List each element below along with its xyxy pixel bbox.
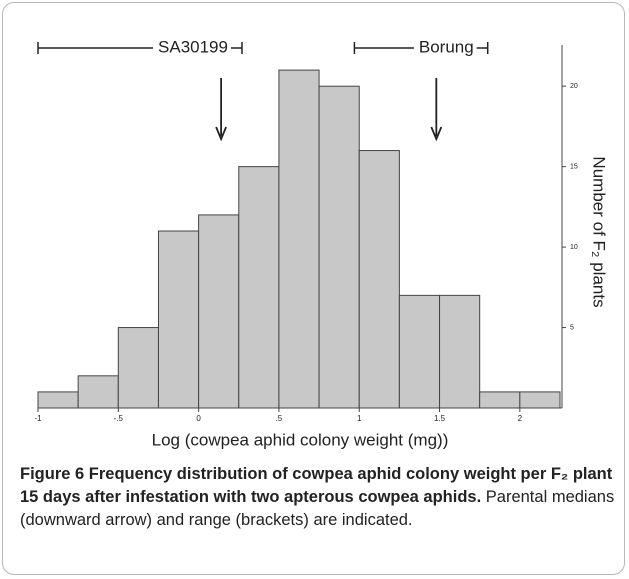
bar bbox=[358, 150, 400, 409]
y-tick-label: 15 bbox=[570, 163, 578, 170]
x-axis-label: Log (cowpea aphid colony weight (mg)) bbox=[152, 430, 449, 449]
bar bbox=[238, 166, 280, 409]
caption-text: Parental medians (downward arrow) and ra… bbox=[20, 488, 615, 529]
x-tick-label: .5 bbox=[276, 414, 283, 423]
x-tick-label: -1 bbox=[34, 414, 42, 423]
range-label: Borung bbox=[419, 37, 474, 56]
range-label: SA30199 bbox=[158, 37, 228, 56]
bar bbox=[479, 391, 521, 409]
y-tick-label: 5 bbox=[570, 324, 574, 331]
x-tick-label: 1 bbox=[357, 414, 362, 423]
bar bbox=[519, 391, 561, 409]
arrow-head bbox=[215, 126, 227, 142]
y-tick-label: 20 bbox=[570, 83, 578, 90]
bar bbox=[278, 69, 320, 409]
y-axis-label: Number of F₂ plants bbox=[590, 156, 609, 307]
arrow-head bbox=[430, 126, 443, 142]
bar bbox=[77, 375, 119, 409]
x-tick-label: -.5 bbox=[114, 414, 124, 423]
bar bbox=[157, 230, 200, 409]
caption: Figure 6 Frequency distribution of cowpe… bbox=[20, 463, 620, 532]
label-bg bbox=[413, 38, 477, 58]
bar bbox=[117, 327, 159, 409]
caption-title: Frequency distribution of cowpea aphid c… bbox=[20, 465, 613, 506]
bar bbox=[318, 85, 360, 409]
x-tick-label: 2 bbox=[518, 414, 523, 423]
bar bbox=[198, 214, 240, 409]
label-bg bbox=[153, 38, 231, 58]
bar bbox=[398, 294, 441, 409]
bar bbox=[37, 391, 79, 409]
caption-label: Figure 6 bbox=[20, 465, 85, 483]
bar bbox=[439, 294, 481, 409]
chart: Log (cowpea aphid colony weight (mg)) Nu… bbox=[34, 37, 609, 449]
y-tick-label: 10 bbox=[570, 244, 578, 251]
x-tick-label: 0 bbox=[196, 414, 201, 423]
x-tick-label: 1.5 bbox=[434, 414, 446, 423]
